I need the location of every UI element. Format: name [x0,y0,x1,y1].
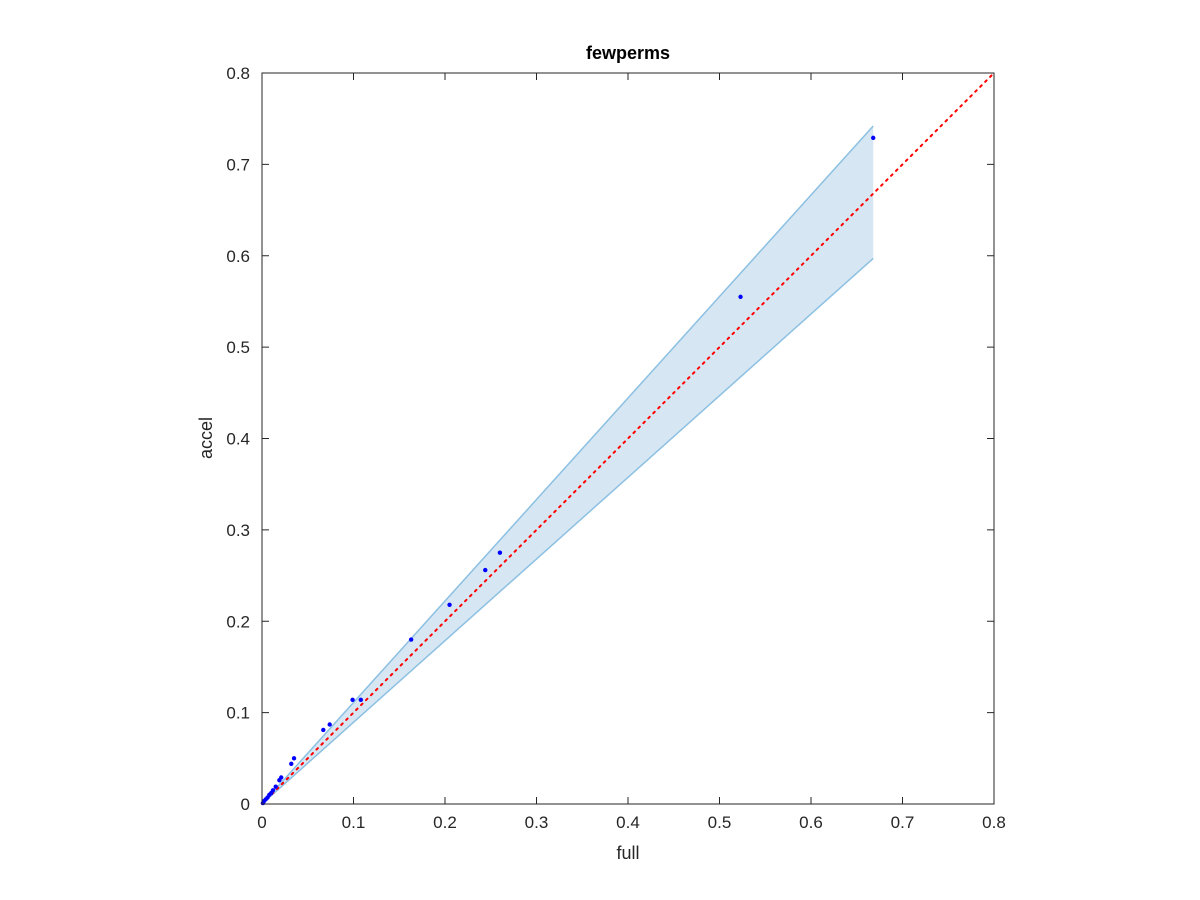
data-point [483,567,488,573]
x-tick-label: 0.8 [982,813,1006,832]
x-tick-label: 0.5 [708,813,732,832]
y-tick-label: 0.5 [226,338,250,357]
plot-area [260,72,995,806]
x-tick-label: 0.3 [525,813,549,832]
y-tick-label: 0.8 [226,64,250,83]
data-point [291,756,297,761]
data-point [289,761,294,766]
y-tick-label: 0.2 [226,612,250,631]
y-tick-label: 0.6 [226,247,250,266]
band-lower-edge [261,257,874,805]
data-point [273,784,278,789]
x-tick-label: 0.6 [799,813,823,832]
band-upper-edge [261,125,874,805]
data-point [408,637,414,642]
y-tick-label: 0 [241,795,250,814]
data-point [358,697,364,703]
data-point [350,697,355,703]
x-tick-label: 0.1 [342,813,366,832]
x-axis-label: full [616,843,639,863]
x-tick-label: 0.4 [616,813,640,832]
axes-frame [261,72,995,805]
x-tick-label: 0 [257,813,266,832]
chart-title: fewperms [586,43,670,63]
x-tick-label: 0.7 [891,813,915,832]
data-point [321,727,326,733]
y-tick-label: 0.1 [226,704,250,723]
y-axis-label: accel [196,417,216,459]
y-tick-label: 0.7 [226,155,250,174]
data-point [270,788,276,793]
data-point [279,775,284,780]
x-tick-label: 0.2 [433,813,457,832]
y-tick-label: 0.4 [226,430,250,449]
data-point [497,550,503,555]
data-point [871,135,876,141]
data-point [447,602,452,608]
y-tick-label: 0.3 [226,521,250,540]
data-point [327,722,332,727]
identity-reference-line [261,72,995,805]
data-point [738,294,743,300]
